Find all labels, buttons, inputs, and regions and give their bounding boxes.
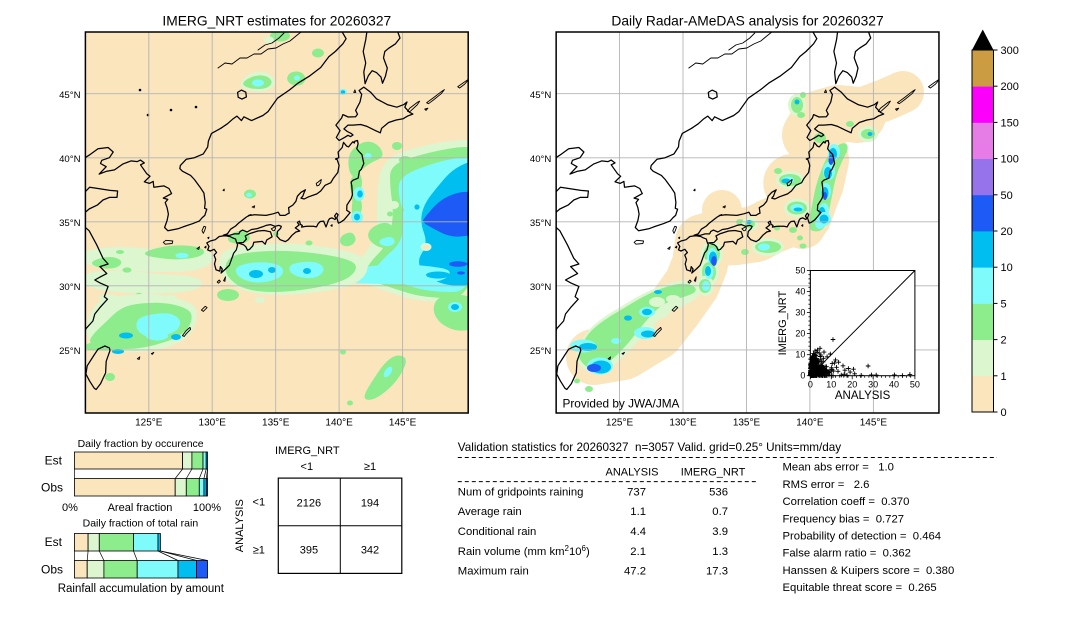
svg-text:45°N: 45°N	[59, 90, 81, 101]
svg-text:ANALYSIS: ANALYSIS	[234, 499, 246, 552]
svg-text:30: 30	[868, 380, 878, 390]
svg-text:2: 2	[1001, 335, 1007, 347]
svg-text:Rainfall accumulation by amoun: Rainfall accumulation by amount	[58, 583, 225, 595]
svg-text:≥1: ≥1	[253, 544, 265, 556]
svg-text:Correlation coeff = 0.370: Correlation coeff = 0.370	[783, 496, 910, 508]
svg-text:Mean abs error = 1.0: Mean abs error = 1.0	[783, 462, 894, 474]
svg-text:145°E: 145°E	[860, 418, 888, 429]
svg-text:Obs: Obs	[41, 563, 63, 577]
svg-text:20: 20	[1001, 226, 1013, 238]
svg-text:140°E: 140°E	[796, 418, 824, 429]
svg-text:10: 10	[1001, 262, 1013, 274]
svg-text:10: 10	[826, 380, 836, 390]
svg-text:1.3: 1.3	[712, 546, 728, 558]
svg-text:300: 300	[1001, 45, 1019, 57]
svg-text:100: 100	[1001, 154, 1019, 166]
svg-text:395: 395	[300, 544, 318, 556]
svg-text:342: 342	[361, 544, 379, 556]
svg-text:125°E: 125°E	[135, 418, 163, 429]
svg-text:<1: <1	[301, 461, 314, 473]
svg-text:Probability of detection = 0.: Probability of detection = 0.464	[783, 531, 942, 543]
svg-text:40°N: 40°N	[59, 154, 81, 165]
svg-text:2.1: 2.1	[630, 546, 646, 558]
svg-text:10: 10	[795, 350, 805, 360]
svg-text:Hanssen & Kuipers score = 0.3: Hanssen & Kuipers score = 0.380	[783, 565, 955, 577]
svg-text:Average rain: Average rain	[458, 506, 522, 518]
svg-text:536: 536	[709, 487, 728, 499]
svg-text:Maximum rain: Maximum rain	[458, 566, 529, 578]
svg-text:45°N: 45°N	[530, 90, 552, 101]
svg-text:Daily fraction of total rain: Daily fraction of total rain	[83, 518, 199, 530]
svg-text:Areal fraction: Areal fraction	[108, 502, 173, 514]
svg-text:20: 20	[795, 329, 805, 339]
svg-text:Equitable threat score = 0.26: Equitable threat score = 0.265	[783, 582, 937, 594]
svg-text:145°E: 145°E	[389, 418, 417, 429]
svg-text:0: 0	[800, 371, 805, 381]
svg-text:1.1: 1.1	[630, 506, 646, 518]
svg-text:20: 20	[847, 380, 857, 390]
svg-text:False alarm ratio = 0.362: False alarm ratio = 0.362	[783, 548, 911, 560]
svg-text:RMS error = 2.6: RMS error = 2.6	[783, 479, 870, 491]
svg-text:IMERG_NRT: IMERG_NRT	[777, 291, 789, 356]
svg-text:200: 200	[1001, 81, 1019, 93]
svg-text:5: 5	[1001, 298, 1007, 310]
svg-text:17.3: 17.3	[706, 566, 728, 578]
svg-text:Rain volume (mm km2106): Rain volume (mm km2106)	[458, 544, 590, 558]
svg-text:0: 0	[808, 380, 813, 390]
svg-text:30: 30	[795, 308, 805, 318]
svg-text:35°N: 35°N	[530, 218, 552, 229]
svg-text:Est: Est	[45, 454, 63, 468]
svg-text:ANALYSIS: ANALYSIS	[606, 467, 659, 479]
svg-text:ANALYSIS: ANALYSIS	[835, 390, 891, 402]
svg-text:IMERG_NRT: IMERG_NRT	[681, 467, 746, 479]
svg-text:194: 194	[361, 498, 379, 510]
svg-text:50: 50	[795, 266, 805, 276]
svg-text:2126: 2126	[297, 498, 321, 510]
svg-text:Daily Radar-AMeDAS analysis fo: Daily Radar-AMeDAS analysis for 20260327	[611, 14, 883, 29]
svg-text:47.2: 47.2	[624, 566, 646, 578]
svg-text:0.7: 0.7	[712, 506, 728, 518]
svg-text:35°N: 35°N	[59, 218, 81, 229]
svg-text:Provided by JWA/JMA: Provided by JWA/JMA	[563, 397, 680, 411]
svg-text:100%: 100%	[193, 502, 221, 514]
svg-text:40°N: 40°N	[530, 154, 552, 165]
svg-text:0%: 0%	[62, 502, 78, 514]
svg-text:737: 737	[627, 487, 646, 499]
svg-text:≥1: ≥1	[364, 461, 376, 473]
svg-text:Daily fraction by occurence: Daily fraction by occurence	[78, 438, 204, 450]
svg-text:IMERG_NRT: IMERG_NRT	[275, 445, 340, 457]
svg-text:50: 50	[1001, 190, 1013, 202]
svg-text:30°N: 30°N	[59, 282, 81, 293]
svg-text:135°E: 135°E	[733, 418, 761, 429]
svg-text:25°N: 25°N	[59, 346, 81, 357]
svg-text:50: 50	[910, 380, 920, 390]
svg-text:135°E: 135°E	[262, 418, 290, 429]
svg-text:Validation statistics for 2026: Validation statistics for 20260327 n=305…	[458, 441, 841, 454]
svg-text:0: 0	[1001, 407, 1007, 419]
svg-text:Frequency bias = 0.727: Frequency bias = 0.727	[783, 513, 905, 525]
svg-text:Num of gridpoints raining: Num of gridpoints raining	[458, 487, 584, 499]
svg-text:25°N: 25°N	[530, 346, 552, 357]
svg-text:150: 150	[1001, 117, 1019, 129]
svg-text:125°E: 125°E	[606, 418, 634, 429]
svg-text:130°E: 130°E	[669, 418, 697, 429]
svg-text:30°N: 30°N	[530, 282, 552, 293]
svg-text:40: 40	[795, 287, 805, 297]
svg-text:40: 40	[889, 380, 899, 390]
svg-text:1: 1	[1001, 371, 1007, 383]
svg-text:IMERG_NRT estimates for 202603: IMERG_NRT estimates for 20260327	[162, 14, 391, 29]
svg-text:3.9: 3.9	[712, 526, 728, 538]
svg-text:140°E: 140°E	[325, 418, 353, 429]
svg-text:4.4: 4.4	[630, 526, 646, 538]
svg-text:<1: <1	[253, 496, 266, 508]
svg-text:Obs: Obs	[41, 481, 63, 495]
svg-text:Est: Est	[45, 535, 63, 549]
svg-text:Conditional rain: Conditional rain	[458, 526, 537, 538]
svg-text:130°E: 130°E	[199, 418, 227, 429]
